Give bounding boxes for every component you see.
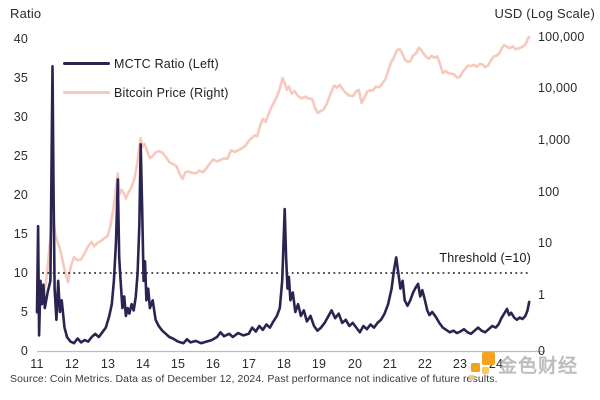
bitcoin-price-line (35, 35, 531, 315)
legend: MCTC Ratio (Left) Bitcoin Price (Right) (63, 49, 229, 107)
x-axis-tick-21: 21 (382, 357, 398, 371)
x-axis-tick-20: 20 (347, 357, 363, 371)
x-axis-tick-19: 19 (311, 357, 327, 371)
left-axis-tick-0: 0 (20, 344, 28, 358)
x-axis-tick-22: 22 (417, 357, 433, 371)
left-axis-title: Ratio (10, 6, 42, 21)
legend-item-mctc-ratio: MCTC Ratio (Left) (63, 49, 229, 78)
x-axis-tick-16: 16 (205, 357, 221, 371)
left-axis-tick-35: 35 (13, 71, 28, 85)
right-axis-title: USD (Log Scale) (494, 6, 595, 21)
bitcoin-line-swatch-icon (63, 91, 110, 94)
legend-label-mctc: MCTC Ratio (Left) (114, 56, 219, 71)
x-axis-tick-11: 11 (30, 357, 44, 371)
x-axis-tick-15: 15 (170, 357, 186, 371)
x-axis-tick-12: 12 (64, 357, 80, 371)
x-axis-tick-18: 18 (276, 357, 292, 371)
left-axis-tick-10: 10 (13, 266, 28, 280)
legend-item-bitcoin-price: Bitcoin Price (Right) (63, 78, 229, 107)
mctc-ratio-line (35, 65, 531, 345)
watermark-text: 金色财经 (498, 356, 579, 377)
x-axis-tick-17: 17 (241, 357, 257, 371)
right-axis-tick-1000: 1,000 (538, 133, 571, 147)
x-axis-tick-14: 14 (135, 357, 151, 371)
right-axis-tick-100000: 100,000 (538, 30, 585, 44)
left-axis-tick-30: 30 (13, 110, 28, 124)
right-axis-tick-10: 10 (538, 236, 553, 250)
left-axis-tick-15: 15 (13, 227, 28, 241)
golden-finance-logo-icon (469, 352, 495, 380)
x-axis-tick-13: 13 (100, 357, 116, 371)
left-axis-tick-25: 25 (13, 149, 28, 163)
left-axis-tick-20: 20 (13, 188, 28, 202)
x-axis-tick-23: 23 (452, 357, 468, 371)
legend-label-bitcoin: Bitcoin Price (Right) (114, 85, 229, 100)
right-axis-tick-10000: 10,000 (538, 81, 578, 95)
source-note: Source: Coin Metrics. Data as of Decembe… (10, 373, 498, 385)
mctc-line-swatch-icon (63, 62, 110, 65)
threshold-label: Threshold (=10) (439, 251, 531, 265)
right-axis-tick-1: 1 (538, 288, 546, 302)
watermark-logo: 金色财经 (468, 350, 578, 384)
left-axis-tick-40: 40 (13, 32, 28, 46)
left-axis-tick-5: 5 (20, 305, 28, 319)
right-axis-tick-100: 100 (538, 185, 560, 199)
right-axis-tick-0: 0 (538, 344, 546, 358)
